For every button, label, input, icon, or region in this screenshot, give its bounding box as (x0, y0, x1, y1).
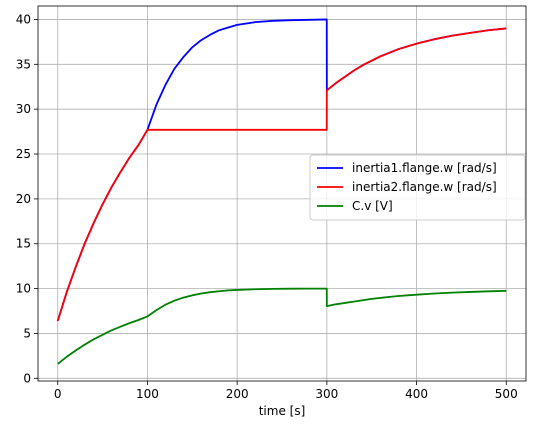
y-tick-label: 15 (16, 237, 31, 251)
tick-marks: 0 100 200 300 400 500 0 5 10 15 20 25 30 35 40 (16, 12, 518, 401)
y-tick-label: 35 (16, 57, 31, 71)
legend-box (309, 154, 526, 221)
x-tick-label: 200 (226, 387, 249, 401)
series-line-3 (57, 287, 507, 365)
series-lines (56, 18, 507, 365)
x-axis-label: time [s] (259, 404, 306, 418)
y-tick-label: 25 (16, 147, 31, 161)
series-line-2 (56, 27, 507, 322)
x-tick-label: 300 (315, 387, 338, 401)
legend-label-1: inertia1.flange.w [rad/s] (352, 161, 497, 175)
legend: inertia1.flange.w [rad/s] inertia2.flange… (309, 154, 526, 221)
x-tick-label: 500 (495, 387, 518, 401)
x-tick-label: 0 (54, 387, 62, 401)
legend-label-3: C.v [V] (352, 199, 393, 213)
axes (37, 5, 527, 382)
plot-frame (37, 5, 527, 382)
y-tick-label: 20 (16, 192, 31, 206)
y-tick-label: 0 (23, 371, 31, 385)
y-tick-label: 40 (16, 12, 31, 26)
legend-label-2: inertia2.flange.w [rad/s] (352, 180, 497, 194)
y-tick-label: 5 (23, 326, 31, 340)
x-tick-label: 400 (405, 387, 428, 401)
y-tick-label: 10 (16, 282, 31, 296)
y-tick-label: 30 (16, 102, 31, 116)
x-tick-label: 100 (136, 387, 159, 401)
